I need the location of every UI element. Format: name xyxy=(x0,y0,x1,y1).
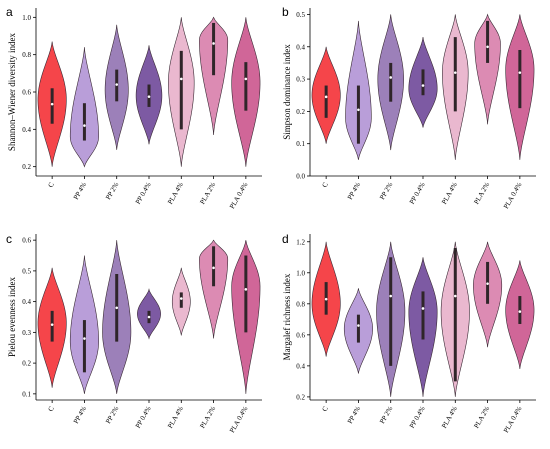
median-dot xyxy=(453,294,457,298)
median-dot xyxy=(83,124,86,127)
median-dot xyxy=(357,324,360,327)
panel-letter: a xyxy=(6,5,13,19)
x-tick-label: PLA 4% xyxy=(440,405,459,430)
median-dot xyxy=(244,77,248,81)
panel-letter: d xyxy=(282,232,289,246)
median-dot xyxy=(115,83,119,86)
y-tick-label: 1.0 xyxy=(22,14,31,22)
median-dot xyxy=(324,95,328,99)
panel-c: 0.1 0.2 0.3 0.4 0.5 0.6 Pielou evenness index c… xyxy=(6,232,262,434)
panel-letter: c xyxy=(6,232,12,246)
median-dot xyxy=(357,108,360,112)
median-dot xyxy=(50,102,54,106)
median-dot xyxy=(179,77,183,81)
y-tick-label: 0.5 xyxy=(22,267,31,275)
x-tick-label: PP 0.4% xyxy=(408,405,427,430)
y-tick-label: 0.8 xyxy=(22,51,31,59)
median-dot xyxy=(486,282,489,285)
x-tick-label: PLA 0.4% xyxy=(502,405,524,434)
y-tick-label: 0.2 xyxy=(296,108,305,116)
median-dot xyxy=(244,288,248,291)
median-dot xyxy=(83,337,86,340)
x-tick-label: PP 4% xyxy=(72,181,88,201)
panel-letter: b xyxy=(282,5,289,19)
y-tick-label: 0.0 xyxy=(296,173,305,181)
median-dot xyxy=(421,307,425,310)
y-tick-label: 0.6 xyxy=(22,237,31,245)
x-tick-label: C xyxy=(321,405,330,413)
median-dot xyxy=(147,315,151,319)
y-axis-label: Pielou evenness index xyxy=(7,277,17,357)
panel-a: 0.2 0.4 0.6 0.8 1.0 Shannon–Wiener diversity … xyxy=(6,5,262,210)
median-dot xyxy=(50,323,54,326)
y-tick-label: 0.6 xyxy=(296,331,305,339)
x-tick-label: PLA 4% xyxy=(440,181,459,206)
median-dot xyxy=(147,95,151,98)
x-tick-label: PP 2% xyxy=(104,181,120,201)
x-tick-label: C xyxy=(47,405,56,413)
y-axis-label: Margalef richness index xyxy=(282,273,292,360)
median-dot xyxy=(421,84,425,87)
y-tick-label: 1.0 xyxy=(296,269,305,277)
x-tick-label: PP 2% xyxy=(378,181,394,201)
x-tick-label: PP 4% xyxy=(346,181,362,201)
x-tick-label: PP 4% xyxy=(346,405,362,425)
panel-d: 0.2 0.4 0.6 0.8 1.0 1.2 Margalef richness inde… xyxy=(282,232,536,434)
x-tick-label: PP 2% xyxy=(104,405,120,425)
y-axis-label: Simpson dominance index xyxy=(282,44,292,140)
y-tick-label: 0.1 xyxy=(22,390,31,398)
x-tick-label: PLA 2% xyxy=(472,405,491,430)
y-tick-label: 0.4 xyxy=(296,43,305,51)
median-dot xyxy=(518,310,522,313)
median-dot xyxy=(179,297,183,300)
violin-6 xyxy=(199,239,229,339)
x-tick-label: PLA 0.4% xyxy=(502,181,524,210)
violin-6 xyxy=(199,16,229,135)
y-tick-label: 0.3 xyxy=(296,76,305,84)
y-tick-label: 0.3 xyxy=(22,329,31,337)
x-tick-label: PP 0.4% xyxy=(134,181,153,206)
median-dot xyxy=(212,42,215,45)
median-dot xyxy=(453,71,457,74)
x-tick-label: C xyxy=(47,181,56,189)
y-tick-label: 0.2 xyxy=(22,163,31,171)
median-dot xyxy=(518,71,522,74)
median-dot xyxy=(324,297,328,301)
median-dot xyxy=(389,76,393,79)
x-tick-label: PLA 2% xyxy=(198,181,217,206)
y-tick-label: 0.2 xyxy=(296,393,305,401)
x-tick-label: PLA 2% xyxy=(472,181,491,206)
x-tick-label: PLA 2% xyxy=(198,405,217,430)
median-dot xyxy=(212,266,215,270)
median-dot xyxy=(486,45,489,49)
y-axis-label: Shannon–Wiener diversity index xyxy=(7,32,17,151)
y-tick-label: 0.5 xyxy=(296,11,305,19)
y-tick-label: 0.4 xyxy=(22,126,31,134)
x-tick-label: PP 0.4% xyxy=(134,405,153,430)
x-tick-label: PP 4% xyxy=(72,405,88,425)
panel-b: 0.0 0.1 0.2 0.3 0.4 0.5 Simpson dominance inde… xyxy=(282,5,536,210)
y-tick-label: 0.4 xyxy=(296,362,305,370)
y-tick-label: 0.1 xyxy=(296,140,305,148)
x-tick-label: PLA 4% xyxy=(166,181,185,206)
x-tick-label: PLA 4% xyxy=(166,405,185,430)
violin-6 xyxy=(474,13,501,125)
median-dot xyxy=(389,294,393,298)
y-tick-label: 1.2 xyxy=(296,238,305,246)
x-tick-label: C xyxy=(321,181,330,189)
x-tick-label: PLA 0.4% xyxy=(228,405,250,434)
x-tick-label: PLA 0.4% xyxy=(228,181,250,210)
y-tick-label: 0.2 xyxy=(22,360,31,368)
y-tick-label: 0.6 xyxy=(22,89,31,97)
y-tick-label: 0.8 xyxy=(296,300,305,308)
y-tick-label: 0.4 xyxy=(22,298,31,306)
median-dot xyxy=(115,306,119,310)
x-tick-label: PP 0.4% xyxy=(408,181,427,206)
x-tick-label: PP 2% xyxy=(378,405,394,425)
